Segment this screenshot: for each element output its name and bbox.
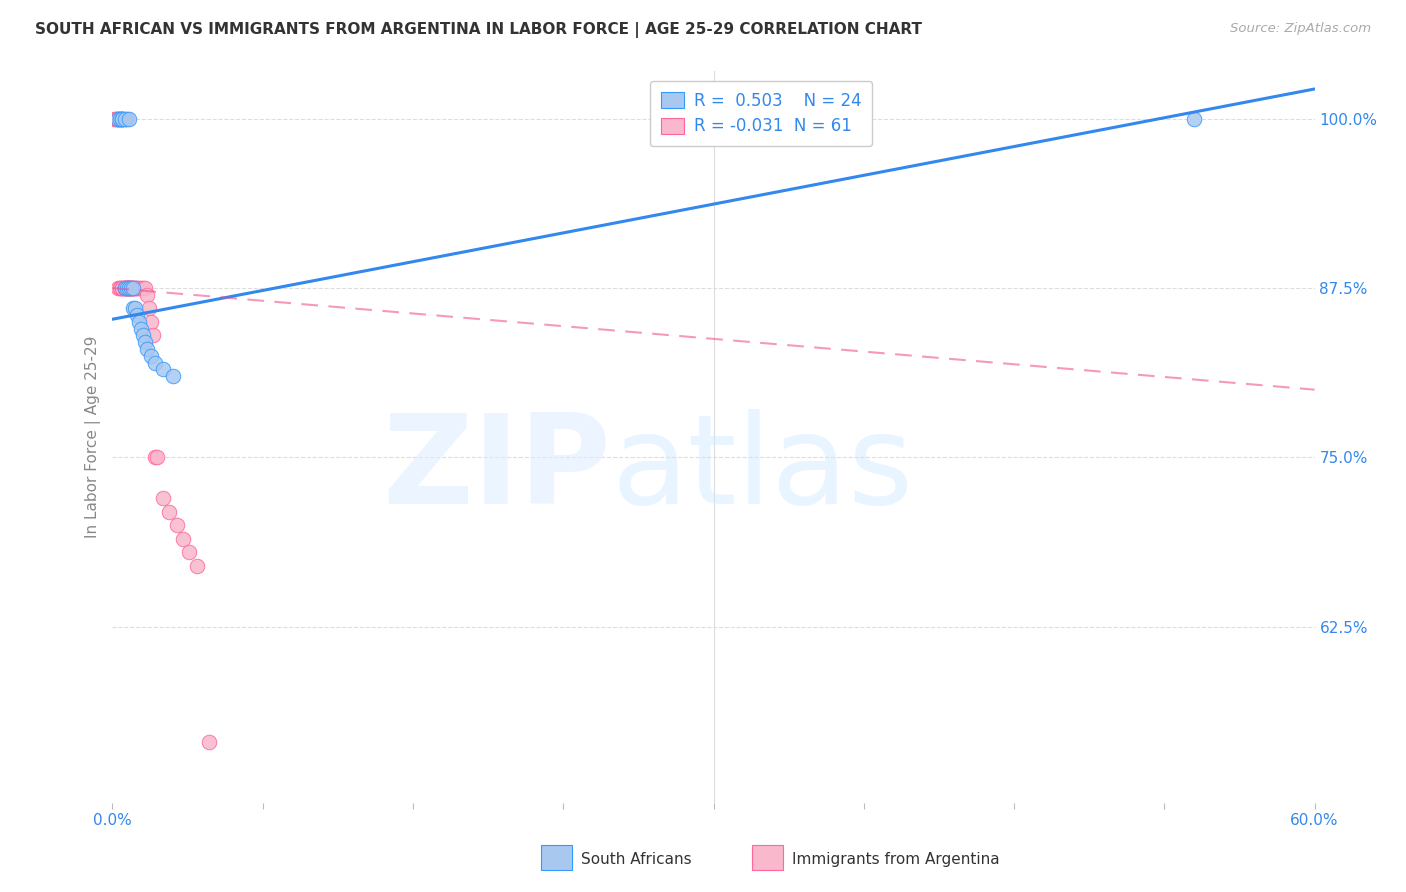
Point <box>177 545 200 559</box>
Point <box>120 281 142 295</box>
Text: atlas: atlas <box>612 409 914 531</box>
Point <box>143 450 166 465</box>
Point <box>131 281 153 295</box>
Text: South Africans: South Africans <box>581 853 692 867</box>
Point <box>114 112 136 126</box>
Point <box>117 281 139 295</box>
Point <box>129 322 152 336</box>
Point <box>114 281 136 295</box>
Point <box>107 112 129 126</box>
Text: ZIP: ZIP <box>382 409 612 531</box>
Point <box>105 112 128 126</box>
Point <box>110 281 132 295</box>
Point <box>115 112 138 126</box>
Legend: R =  0.503    N = 24, R = -0.031  N = 61: R = 0.503 N = 24, R = -0.031 N = 61 <box>650 81 872 146</box>
Point <box>134 281 156 295</box>
Point <box>111 112 134 126</box>
Point <box>114 281 136 295</box>
Point <box>111 281 134 295</box>
Point <box>117 281 139 295</box>
Point <box>121 281 143 295</box>
Point <box>124 281 146 295</box>
Point <box>125 281 148 295</box>
Point <box>121 281 143 295</box>
Point <box>125 281 148 295</box>
Point <box>115 281 138 295</box>
Point <box>110 112 132 126</box>
Point <box>110 281 132 295</box>
Point <box>135 288 157 302</box>
Point <box>124 301 146 316</box>
Point <box>110 112 132 126</box>
Point <box>111 281 134 295</box>
Point <box>1184 112 1206 126</box>
Point <box>120 281 142 295</box>
Point <box>115 281 138 295</box>
Point <box>152 491 174 505</box>
Point <box>115 281 138 295</box>
Text: SOUTH AFRICAN VS IMMIGRANTS FROM ARGENTINA IN LABOR FORCE | AGE 25-29 CORRELATIO: SOUTH AFRICAN VS IMMIGRANTS FROM ARGENTI… <box>35 22 922 38</box>
Point <box>138 301 160 316</box>
Point <box>157 505 180 519</box>
Point <box>139 315 162 329</box>
Point <box>111 112 134 126</box>
Point <box>162 369 184 384</box>
Point <box>114 112 136 126</box>
Point <box>114 281 136 295</box>
Point <box>114 281 136 295</box>
Point <box>134 335 156 350</box>
Point <box>121 281 143 295</box>
Point <box>166 518 188 533</box>
Point <box>131 328 153 343</box>
Point <box>115 281 138 295</box>
Point <box>120 281 142 295</box>
Point <box>124 281 146 295</box>
Point <box>129 281 152 295</box>
Point <box>125 308 148 322</box>
Point <box>139 349 162 363</box>
Point <box>152 362 174 376</box>
Point <box>103 112 125 126</box>
Point <box>114 281 136 295</box>
Point <box>111 281 134 295</box>
Point <box>145 450 167 465</box>
Point <box>111 112 134 126</box>
Point <box>117 281 139 295</box>
Point <box>128 281 150 295</box>
Text: Source: ZipAtlas.com: Source: ZipAtlas.com <box>1230 22 1371 36</box>
Point <box>117 281 139 295</box>
Point <box>128 315 150 329</box>
Point <box>110 112 132 126</box>
Point <box>143 355 166 369</box>
Point <box>111 112 134 126</box>
Point <box>120 281 142 295</box>
Point <box>172 532 194 546</box>
Point <box>117 281 139 295</box>
Point <box>107 112 129 126</box>
Point <box>117 281 139 295</box>
Point <box>107 112 129 126</box>
Point <box>141 328 163 343</box>
Point <box>135 342 157 356</box>
Point <box>114 281 136 295</box>
Point <box>197 735 219 749</box>
Point <box>115 281 138 295</box>
Point <box>111 112 134 126</box>
Point <box>117 112 139 126</box>
Point <box>121 301 143 316</box>
Point <box>107 112 129 126</box>
Point <box>120 281 142 295</box>
Point <box>121 281 143 295</box>
Text: Immigrants from Argentina: Immigrants from Argentina <box>792 853 1000 867</box>
Point <box>105 112 128 126</box>
Point <box>186 558 208 573</box>
Point <box>107 281 129 295</box>
Y-axis label: In Labor Force | Age 25-29: In Labor Force | Age 25-29 <box>86 336 101 538</box>
